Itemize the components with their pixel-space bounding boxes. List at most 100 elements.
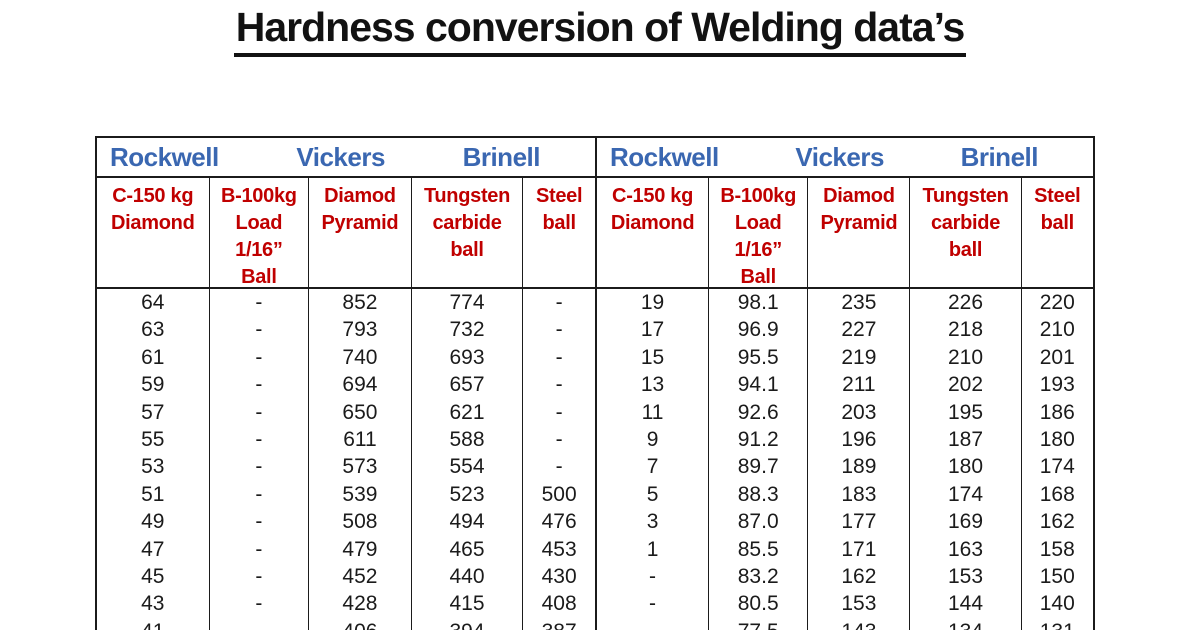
table-cell: 64 <box>141 291 165 314</box>
table-row: 53-573 554- <box>97 453 595 481</box>
group-header-brinell: Brinell <box>462 141 541 172</box>
table-cell: 61 <box>141 345 165 369</box>
table-row: 49 -508 494 476 <box>97 508 595 536</box>
group-header-vickers: Vickers <box>296 141 385 172</box>
table-cell: - <box>208 480 309 509</box>
table-cell: 183 <box>807 480 909 509</box>
subheader-rockwell-c: C-150 kg Diamond <box>111 185 195 234</box>
table-cell: 479 <box>308 535 411 564</box>
table-row: 43 -428 415 408 <box>97 590 595 618</box>
table-cell: 96.9 <box>708 316 807 344</box>
table-cell: 1 <box>646 537 659 561</box>
table-row: 57-650 621- <box>97 398 595 427</box>
table-cell: - <box>208 617 309 630</box>
table-cell: 153 <box>909 563 1020 591</box>
table-cell: 88.3 <box>708 480 807 509</box>
table-cell: 415 <box>410 590 523 618</box>
table-cell: 49 <box>141 510 165 534</box>
table-cell: - <box>208 398 309 427</box>
table-cell: 177 <box>807 508 909 536</box>
table-cell: 852 <box>308 289 411 317</box>
table-cell: 573 <box>308 453 411 481</box>
table-cell: 539 <box>308 480 411 509</box>
table-cell: 387 <box>522 617 595 630</box>
table-cell: - <box>208 563 309 591</box>
table-cell: - <box>208 316 309 344</box>
table-cell: 211 <box>807 371 909 399</box>
group-header-brinell: Brinell <box>960 141 1039 172</box>
table-row: -77.5143134131 <box>597 617 1093 630</box>
table-cell: 693 <box>410 343 523 372</box>
subheader-rockwell-b: B-100kg Load 1/16” Ball <box>708 178 807 291</box>
table-row: 17 96.9 227 218 210 <box>597 316 1093 344</box>
table-cell: 5 <box>646 482 659 506</box>
table-cell: 174 <box>1020 453 1093 481</box>
table-cell: 150 <box>1020 563 1093 591</box>
table-row: 5 88.3 183 174 168 <box>597 480 1093 509</box>
table-cell: 657 <box>410 371 523 399</box>
table-cell: 428 <box>308 590 411 618</box>
table-cell: 144 <box>909 590 1020 618</box>
table-left-half: Rockwell Vickers Brinell C-150 kg Diamon… <box>97 138 595 630</box>
sub-header-row: C-150 kg Diamond B-100kg Load 1/16” Ball… <box>597 178 1093 291</box>
table-cell: 430 <box>522 563 595 591</box>
table-cell: 45 <box>141 565 165 589</box>
table-cell: 11 <box>641 400 664 424</box>
table-row: - 80.5 153 144 140 <box>597 590 1093 618</box>
table-cell: 19 <box>640 291 665 314</box>
table-cell: 508 <box>308 508 411 536</box>
table-cell: 89.7 <box>708 453 807 481</box>
table-cell: 793 <box>308 316 411 344</box>
sub-header-row: C-150 kg Diamond B-100kg Load 1/16” Ball… <box>97 178 595 291</box>
table-cell: 63 <box>141 318 165 342</box>
table-cell: 187 <box>909 426 1020 454</box>
table-cell: 158 <box>1020 535 1093 564</box>
table-cell: 193 <box>1020 371 1093 399</box>
table-cell: 494 <box>410 508 523 536</box>
table-cell: 57 <box>141 400 165 424</box>
table-cell: 210 <box>909 343 1020 372</box>
table-cell: 611 <box>308 426 411 454</box>
table-cell: 218 <box>909 316 1020 344</box>
table-cell: 59 <box>141 373 165 397</box>
table-cell: 140 <box>1020 590 1093 618</box>
table-cell: - <box>522 343 595 372</box>
table-cell: 7 <box>646 455 659 479</box>
table-cell: 465 <box>410 535 523 564</box>
table-cell: 15 <box>640 345 665 369</box>
table-cell: 394 <box>410 617 523 630</box>
page-title: Hardness conversion of Welding data’s <box>0 4 1200 58</box>
table-cell: 408 <box>522 590 595 618</box>
table-cell: - <box>522 398 595 427</box>
table-cell: 98.1 <box>708 289 807 317</box>
page-title-text: Hardness conversion of Welding data’s <box>233 4 967 58</box>
table-cell: 13 <box>640 373 665 397</box>
table-row: 47 -479 465 453 <box>97 535 595 564</box>
table-row: 63-793 732- <box>97 316 595 344</box>
table-cell: 202 <box>909 371 1020 399</box>
table-row: 15 95.5 219 210 201 <box>597 343 1093 372</box>
table-cell: 162 <box>1020 508 1093 536</box>
table-row: 11 92.6 203 195 186 <box>597 398 1093 427</box>
table-cell: 51 <box>141 482 165 506</box>
table-cell: 453 <box>522 535 595 564</box>
table-row: 13 94.1 211 202 193 <box>597 371 1093 399</box>
table-cell: - <box>208 426 309 454</box>
group-header-rockwell: Rockwell <box>610 141 719 172</box>
table-cell: 91.2 <box>708 426 807 454</box>
table-cell: - <box>522 453 595 481</box>
table-row: 41-406394387 <box>97 617 595 630</box>
table-cell: - <box>522 289 595 317</box>
table-cell: 77.5 <box>708 617 807 630</box>
table-cell: - <box>522 371 595 399</box>
table-cell: 554 <box>410 453 523 481</box>
table-cell: - <box>208 343 309 372</box>
table-cell: 452 <box>308 563 411 591</box>
table-cell: 41 <box>97 618 209 630</box>
table-cell: - <box>597 618 708 630</box>
table-cell: 83.2 <box>708 563 807 591</box>
table-row: 7 89.7 189 180 174 <box>597 453 1093 481</box>
table-row: 9 91.2 196 187 180 <box>597 426 1093 454</box>
table-cell: - <box>208 371 309 399</box>
table-cell: - <box>208 289 309 317</box>
